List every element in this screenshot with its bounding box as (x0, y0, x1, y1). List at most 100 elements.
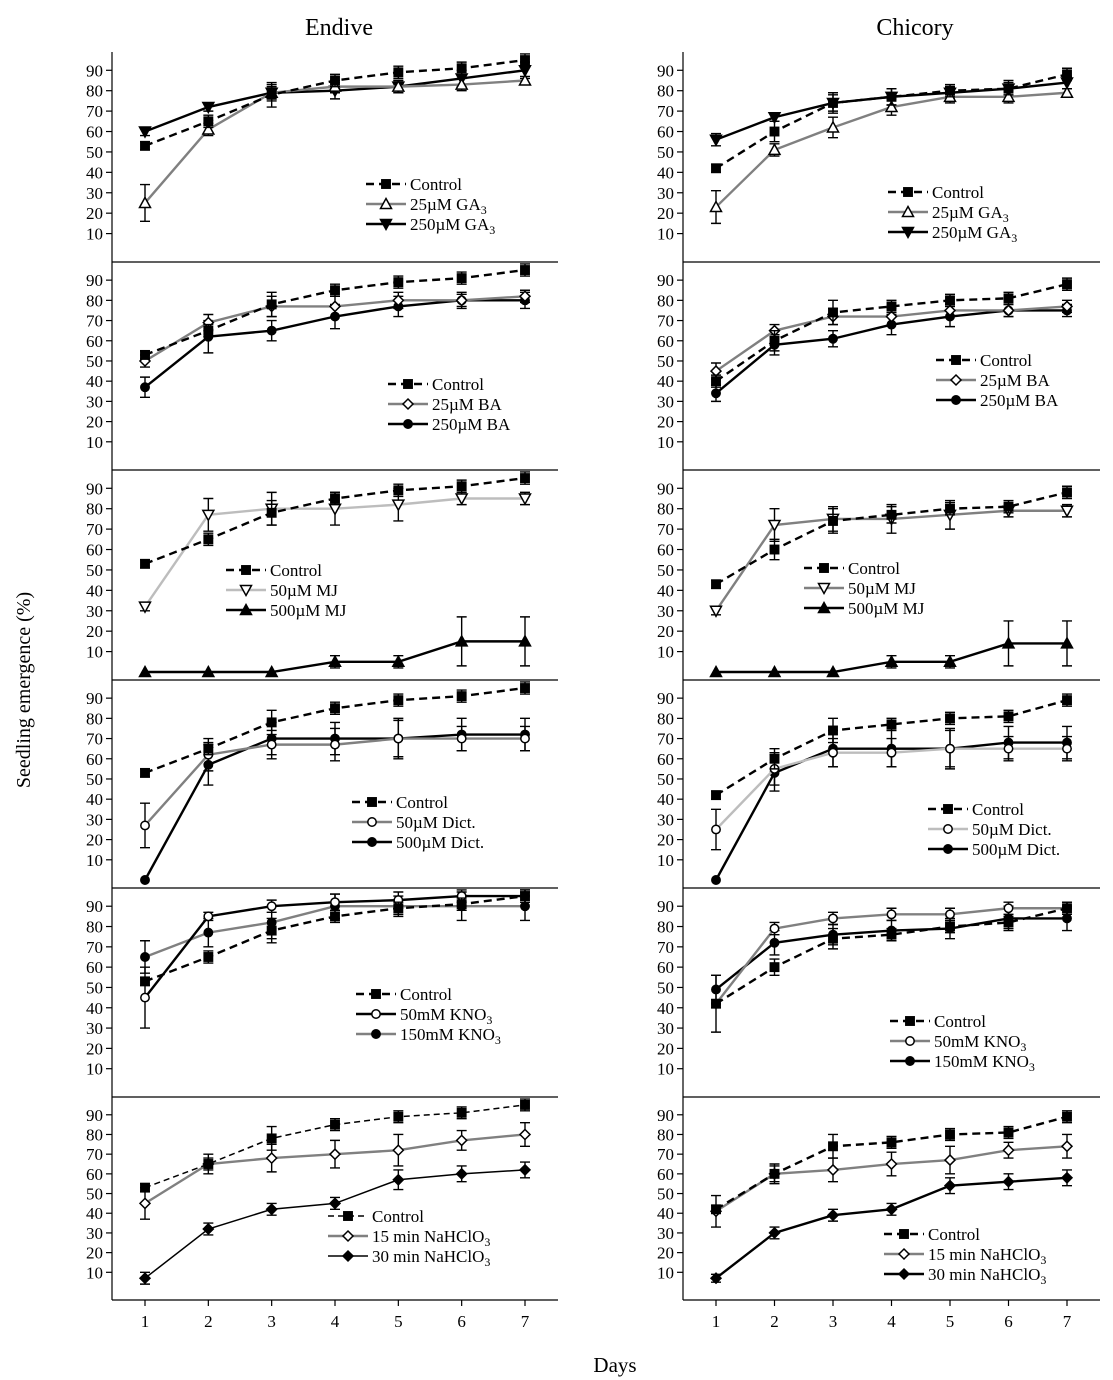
data-point (391, 499, 406, 512)
legend-marker (903, 187, 913, 197)
legend-label: 50mM KNO3 (934, 1032, 1026, 1054)
data-point (1002, 1175, 1015, 1188)
data-point (945, 921, 955, 932)
data-point (828, 913, 838, 924)
data-point (140, 767, 150, 778)
legend-marker (949, 373, 963, 387)
data-point (201, 101, 216, 115)
data-point (828, 307, 838, 318)
y-tick-label: 80 (657, 709, 674, 728)
data-point (884, 99, 899, 113)
data-point (711, 388, 721, 399)
data-point (330, 493, 340, 504)
y-tick-label: 40 (86, 999, 103, 1018)
data-point (711, 790, 721, 801)
data-point (945, 1129, 955, 1140)
data-point (1003, 1127, 1014, 1138)
data-point (769, 923, 780, 934)
x-tick-label: 5 (394, 1312, 403, 1331)
y-tick-label: 40 (86, 790, 103, 809)
data-point (393, 903, 404, 914)
y-tick-label: 20 (657, 831, 674, 850)
x-tick-label: 3 (829, 1312, 838, 1331)
y-tick-label: 40 (86, 1204, 103, 1223)
x-tick-label: 2 (770, 1312, 779, 1331)
x-tick-label: 6 (457, 1312, 466, 1331)
y-tick-label: 70 (657, 520, 674, 539)
legend-marker (401, 397, 415, 411)
y-tick-label: 80 (86, 918, 103, 937)
data-point (203, 927, 214, 938)
data-point (266, 739, 277, 750)
data-point (391, 654, 406, 668)
y-tick-label: 80 (86, 291, 103, 310)
legend-marker (905, 1056, 915, 1066)
x-tick-label: 4 (887, 1312, 896, 1331)
data-point (330, 1119, 340, 1130)
y-tick-label: 50 (657, 143, 674, 162)
data-point (945, 295, 955, 306)
data-point (767, 142, 782, 156)
data-point (518, 1163, 532, 1176)
data-point (203, 911, 214, 922)
y-tick-label: 50 (657, 1185, 674, 1204)
data-point (202, 1222, 215, 1236)
y-tick-label: 60 (86, 541, 103, 560)
y-tick-label: 30 (86, 1019, 103, 1038)
y-tick-label: 80 (86, 500, 103, 519)
y-tick-label: 10 (657, 1263, 674, 1282)
data-point (1003, 743, 1014, 754)
y-tick-label: 90 (657, 271, 674, 290)
data-point (455, 294, 468, 307)
y-tick-label: 30 (657, 1019, 674, 1038)
legend-label: Control (372, 1207, 424, 1226)
x-tick-label: 6 (1004, 1312, 1013, 1331)
data-point (393, 1111, 404, 1122)
y-tick-label: 40 (657, 372, 674, 391)
data-point (711, 824, 721, 835)
y-tick-label: 80 (657, 82, 674, 101)
y-tick-label: 70 (657, 1145, 674, 1164)
y-tick-label: 80 (86, 1125, 103, 1144)
x-tick-label: 2 (204, 1312, 213, 1331)
data-point (138, 195, 152, 209)
y-tick-label: 10 (86, 1060, 103, 1079)
legend-marker (817, 600, 831, 614)
series-30-min-nahclo (709, 1169, 1074, 1285)
data-point (767, 111, 782, 125)
y-tick-label: 50 (86, 1185, 103, 1204)
legend-marker (371, 1029, 381, 1039)
data-point (140, 875, 150, 885)
data-point (518, 290, 532, 303)
legend-label: 50µM MJ (848, 579, 916, 598)
data-point (140, 558, 150, 569)
series-control (711, 67, 1072, 174)
legend-label: 30 min NaHClO3 (928, 1265, 1046, 1287)
legend-label: Control (396, 793, 448, 812)
y-tick-label: 30 (657, 392, 674, 411)
series-control (711, 277, 1072, 388)
y-tick-label: 70 (657, 938, 674, 957)
data-point (886, 1137, 897, 1148)
data-point (1003, 903, 1014, 914)
y-tick-label: 60 (86, 1165, 103, 1184)
series-500-m-mj (138, 616, 532, 678)
y-tick-label: 90 (657, 689, 674, 708)
data-point (328, 654, 342, 668)
legend-marker (341, 1229, 355, 1243)
data-point (945, 85, 955, 96)
data-point (828, 1141, 838, 1152)
data-point (520, 891, 530, 902)
data-point (1060, 1140, 1074, 1153)
data-point (769, 335, 780, 346)
x-tick-label: 3 (267, 1312, 276, 1331)
series-control (140, 889, 530, 987)
data-point (330, 897, 340, 908)
